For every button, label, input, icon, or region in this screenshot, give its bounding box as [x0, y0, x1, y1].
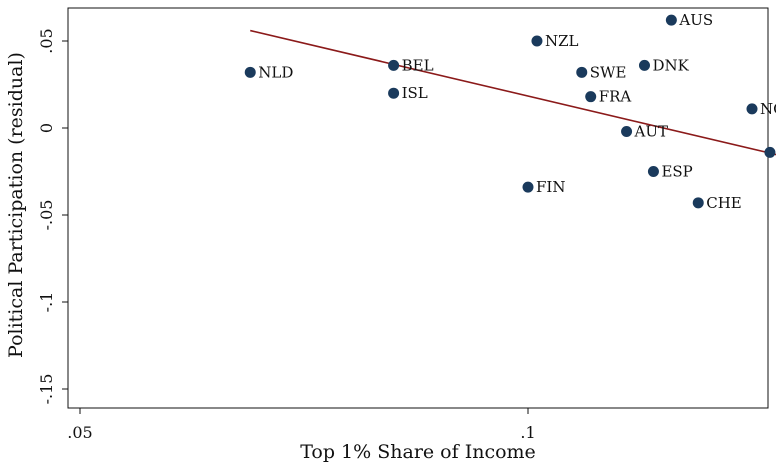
x-axis-title: Top 1% Share of Income [300, 441, 536, 463]
data-point-nor [746, 103, 758, 115]
point-label-aut: AUT [634, 122, 668, 140]
y-tick-label: .05 [37, 28, 56, 53]
point-label-esp: ESP [661, 163, 692, 181]
point-label-dnk: DNK [652, 56, 689, 74]
y-tick-label: -.15 [37, 374, 56, 405]
data-point-fin [522, 181, 534, 193]
point-label-fra: FRA [599, 88, 632, 106]
axes: .05.1.15.2.050-.05-.1-.15 [37, 7, 769, 442]
data-point-nzl [531, 35, 543, 47]
point-label-nld: NLD [258, 63, 293, 81]
point-label-aus: AUS [678, 11, 713, 29]
point-label-isl: ISL [402, 84, 428, 102]
data-point-deu [764, 146, 776, 158]
point-label-swe: SWE [590, 63, 627, 81]
fit-line-group [250, 29, 776, 156]
point-label-fin: FIN [536, 178, 565, 196]
data-point-swe [576, 66, 588, 78]
data-point-esp [647, 166, 659, 177]
point-label-bel: BEL [402, 56, 434, 74]
data-point-fra [585, 91, 597, 103]
x-tick-label: .05 [67, 423, 92, 442]
y-tick-label: -.05 [37, 200, 56, 231]
point-label-nzl: NZL [545, 32, 579, 50]
plot-frame [67, 7, 769, 409]
point-label-nor: NOR [760, 100, 776, 118]
data-point-isl [388, 87, 400, 99]
data-point-che [692, 197, 704, 209]
data-point-aus [665, 14, 677, 26]
fit-line [250, 29, 776, 156]
data-point-bel [388, 59, 400, 71]
point-label-che: CHE [706, 194, 742, 212]
y-tick-label: 0 [37, 123, 56, 133]
data-point-aut [621, 125, 633, 137]
points-group: AUSNZLNLDBELSWEDNKCANISLFRANORAUTDEUESPF… [244, 11, 776, 212]
y-axis-title: Political Participation (residual) [5, 52, 27, 358]
data-point-dnk [638, 59, 650, 71]
x-tick-label: .1 [520, 423, 535, 442]
y-tick-label: -.1 [37, 292, 56, 313]
data-point-nld [244, 66, 256, 78]
